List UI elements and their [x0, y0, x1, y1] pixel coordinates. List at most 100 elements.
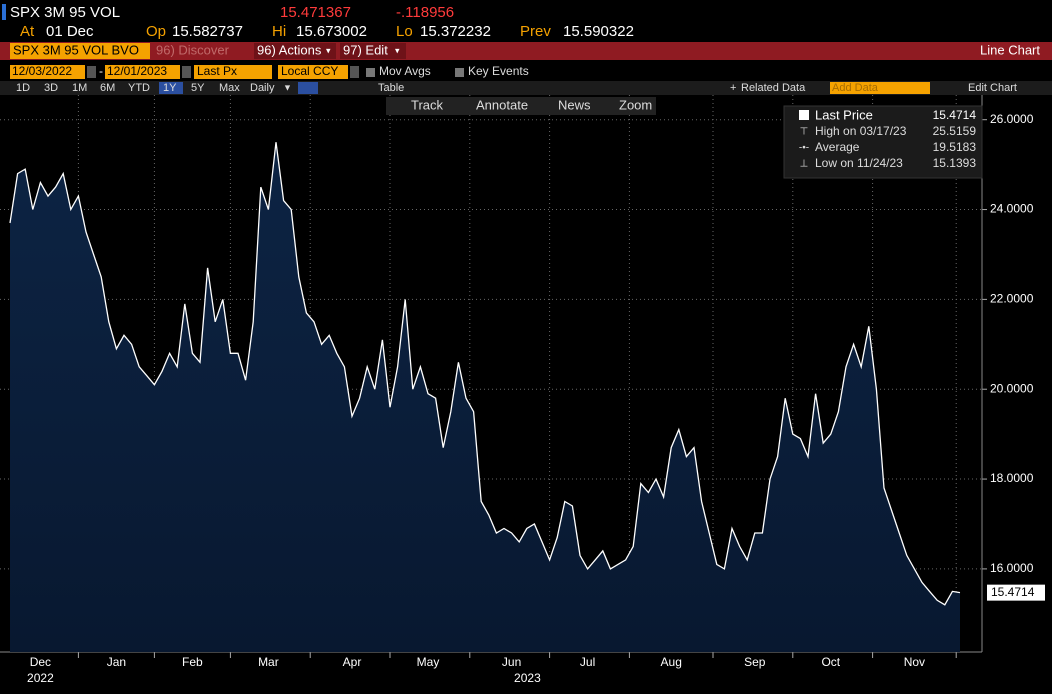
y-tick-label: 18.0000	[990, 471, 1034, 485]
end: 12/01/2023	[107, 64, 167, 78]
x-tick-label: May	[417, 655, 440, 669]
legend-last: 15.4714	[933, 108, 977, 122]
caret: ▾	[326, 45, 331, 55]
hi: 15.673002	[296, 23, 367, 40]
stat-label: Low on 11/24/23	[815, 156, 903, 170]
end-box[interactable]	[105, 65, 180, 79]
marker	[2, 4, 6, 20]
edit: 97) Edit	[343, 42, 388, 57]
y-tick-label: 22.0000	[990, 292, 1034, 306]
news[interactable]: News	[558, 97, 591, 112]
stat-value: 25.5159	[933, 124, 977, 138]
last: 15.471367	[280, 4, 351, 21]
range-button[interactable]: 5Y	[191, 82, 205, 94]
area	[10, 142, 960, 652]
stat-label: Average	[815, 140, 860, 154]
last-tag-label: 15.4714	[991, 585, 1035, 599]
x-tick-label: Dec	[30, 655, 51, 669]
lo: 15.372232	[420, 23, 491, 40]
x-tick-label: Jul	[580, 655, 595, 669]
checkbox[interactable]	[366, 68, 375, 77]
chart-tools	[386, 97, 656, 115]
dash: -	[99, 64, 103, 78]
calendar[interactable]	[182, 66, 191, 78]
legend-name: Last Price	[815, 107, 873, 122]
range-button[interactable]: 1D	[16, 82, 30, 94]
annotate[interactable]: Annotate	[476, 97, 528, 112]
lo-label: Lo	[396, 23, 413, 40]
year-label: 2022	[27, 671, 54, 685]
security-box[interactable]	[10, 43, 150, 59]
currency-box[interactable]	[278, 65, 348, 79]
y-tick-label: 20.0000	[990, 381, 1034, 395]
x-tick-label: Apr	[343, 655, 362, 669]
x-tick-label: Aug	[661, 655, 682, 669]
currency: Local CCY	[281, 64, 338, 78]
zoom[interactable]: Zoom	[619, 97, 652, 112]
x-tick-label: Mar	[258, 655, 279, 669]
stat-value: 15.1393	[933, 156, 977, 170]
actions: 96) Actions	[257, 42, 322, 57]
caret: ▼	[283, 82, 292, 92]
at-label: At	[20, 23, 35, 40]
range-button[interactable]: 6M	[100, 82, 115, 94]
range-button[interactable]: YTD	[128, 82, 150, 94]
track[interactable]: Track	[411, 97, 444, 112]
op-label: Op	[146, 23, 166, 40]
start-box[interactable]	[10, 65, 85, 79]
stat-icon: -•-	[799, 143, 809, 154]
x-tick-label: Jan	[107, 655, 126, 669]
line-icon[interactable]	[298, 82, 318, 94]
discover[interactable]: 96) Discover	[156, 42, 230, 57]
related[interactable]: Related Data	[741, 82, 806, 94]
field-box[interactable]	[194, 65, 272, 79]
range-active	[159, 82, 183, 94]
range-button[interactable]: 1M	[72, 82, 87, 94]
stat-icon: ⊤	[800, 127, 809, 138]
checkbox[interactable]	[455, 68, 464, 77]
security: SPX 3M 95 VOL BVO	[13, 42, 139, 57]
line	[9, 142, 961, 606]
caret: ▾	[395, 45, 400, 55]
hi-label: Hi	[272, 23, 286, 40]
add-data: Add Data	[832, 82, 879, 94]
range-button[interactable]: 3D	[44, 82, 58, 94]
view: Line Chart	[980, 42, 1040, 57]
ticker: SPX 3M 95 VOL	[10, 4, 120, 21]
x-tick-label: Sep	[744, 655, 766, 669]
range-button[interactable]: 1Y	[163, 82, 177, 94]
stat-icon: ⊥	[800, 159, 809, 170]
stat-label: High on 03/17/23	[815, 124, 907, 138]
add-data-box[interactable]	[830, 82, 930, 94]
field: Last Px	[197, 64, 237, 78]
table[interactable]: Table	[378, 82, 404, 94]
y-tick-label: 16.0000	[990, 561, 1034, 575]
calendar[interactable]	[87, 66, 96, 78]
ranges: 1D 3D 1M 6M YTD 1Y 5Y Max	[16, 82, 240, 94]
last-tag	[987, 584, 1045, 601]
prev-label: Prev	[520, 23, 551, 40]
x-tick-label: Nov	[904, 655, 925, 669]
stat-value: 19.5183	[933, 140, 977, 154]
actions-box[interactable]	[254, 43, 336, 59]
legend-swatch	[799, 110, 809, 120]
year-label: 2023	[514, 671, 541, 685]
plot: 16.0000 18.0000 20.0000 22.0000 24.0000 26.00…	[0, 95, 1045, 685]
period[interactable]: Daily	[250, 82, 275, 94]
plus: +	[730, 82, 736, 94]
y-tick-label: 24.0000	[990, 202, 1034, 216]
x-tick-label: Feb	[182, 655, 203, 669]
x-tick-label: Oct	[821, 655, 840, 669]
key-events: Key Events	[468, 64, 529, 78]
edit-box[interactable]	[340, 43, 406, 59]
range-button[interactable]: Max	[219, 82, 240, 94]
range-bar	[0, 81, 1052, 95]
op: 15.582737	[172, 23, 243, 40]
dropdown[interactable]	[350, 66, 359, 78]
mov-avgs: Mov Avgs	[379, 64, 431, 78]
start: 12/03/2022	[12, 64, 72, 78]
edit-chart[interactable]: Edit Chart	[968, 82, 1017, 94]
x-tick-label: Jun	[502, 655, 521, 669]
at: 01 Dec	[46, 23, 94, 40]
